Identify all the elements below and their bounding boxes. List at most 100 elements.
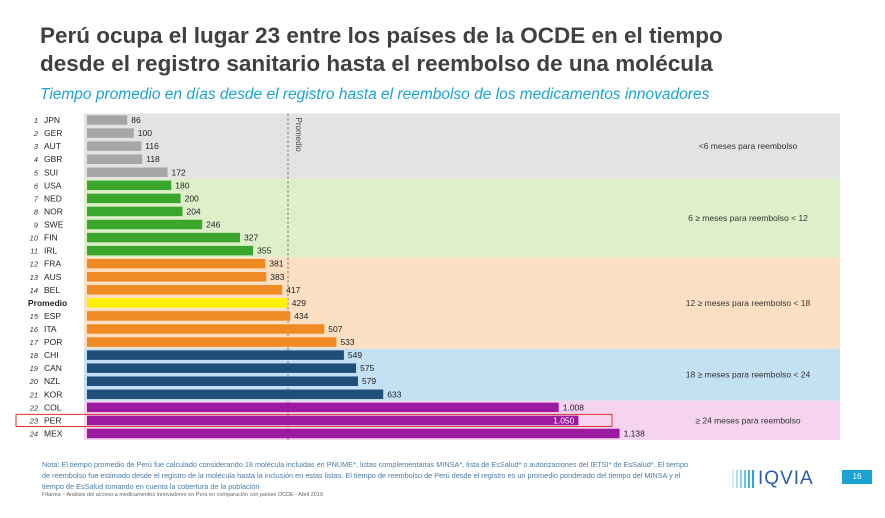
bar	[87, 389, 384, 400]
bar	[87, 324, 325, 334]
value-label: 417	[286, 285, 300, 295]
bar	[87, 206, 183, 217]
footnote: Nota: El tiempo promedio de Perú fue cal…	[42, 460, 689, 491]
value-label: 633	[387, 389, 401, 399]
rank-label: 11	[30, 247, 38, 256]
value-label: 1.050	[553, 415, 575, 425]
value-label: 434	[294, 311, 308, 321]
chart-subtitle: Tiempo promedio en días desde el registr…	[40, 86, 710, 103]
rank-label: 5	[34, 168, 39, 177]
bar	[87, 167, 168, 178]
rank-label: 10	[30, 234, 39, 243]
category-label: CHI	[44, 350, 59, 360]
value-label: 381	[269, 259, 283, 269]
rank-label: 4	[34, 155, 38, 164]
category-label: FIN	[44, 233, 58, 243]
value-label: 100	[138, 128, 152, 138]
value-label: 1.138	[624, 428, 646, 438]
rank-label: 21	[29, 390, 38, 399]
rank-label: 13	[30, 273, 39, 282]
category-label: GER	[44, 128, 62, 138]
bar	[87, 141, 142, 151]
value-label: 549	[348, 350, 362, 360]
value-label: 86	[131, 115, 141, 125]
category-label: ESP	[44, 311, 61, 321]
rank-label: 3	[34, 142, 39, 151]
rank-label: 9	[34, 221, 39, 230]
group-band	[84, 113, 840, 179]
category-label: GBR	[44, 154, 62, 164]
category-label: KOR	[44, 389, 62, 399]
logo-mark-icon	[728, 470, 754, 488]
category-label: Promedio	[28, 298, 67, 308]
rank-label: 2	[33, 129, 39, 138]
rank-label: 12	[30, 260, 39, 269]
bar	[87, 115, 128, 125]
value-label: 200	[185, 193, 199, 203]
rank-label: 24	[29, 429, 38, 438]
value-label: 533	[340, 337, 354, 347]
group-label: 18 ≥ meses para reembolso < 24	[686, 370, 811, 380]
value-label: 204	[186, 206, 200, 216]
bar	[87, 128, 134, 138]
rank-label: 6	[34, 181, 39, 190]
value-label: 172	[171, 167, 185, 177]
bar	[87, 415, 579, 426]
category-label: NZL	[44, 376, 60, 386]
bar	[87, 350, 344, 360]
group-label: ≥ 24 meses para reembolso	[695, 415, 801, 425]
value-label: 579	[362, 376, 376, 386]
bar	[87, 402, 559, 413]
rank-label: 22	[29, 403, 39, 412]
category-label: BEL	[44, 285, 60, 295]
category-label: MEX	[44, 428, 63, 438]
bar	[87, 285, 283, 295]
title-line-2: desde el registro sanitario hasta el ree…	[40, 51, 713, 76]
group-label: 12 ≥ meses para reembolso < 18	[686, 298, 811, 308]
group-label: 6 ≥ meses para reembolso < 12	[688, 213, 808, 223]
category-label: POR	[44, 337, 62, 347]
category-label: FRA	[44, 259, 61, 269]
category-label: ITA	[44, 324, 57, 334]
bar	[87, 376, 358, 386]
value-label: 575	[360, 363, 374, 373]
category-label: SWE	[44, 220, 64, 230]
logo-text: IQVIA	[758, 468, 814, 489]
rank-label: 1	[34, 116, 38, 125]
category-label: JPN	[44, 115, 60, 125]
category-label: AUS	[44, 272, 62, 282]
rank-label: 23	[29, 416, 39, 425]
source-text: Fifarma – Análisis del acceso a medicame…	[42, 492, 323, 498]
group-label: <6 meses para reembolso	[699, 141, 798, 151]
category-label: NOR	[44, 206, 63, 216]
iqvia-logo: IQVIA	[728, 466, 814, 492]
value-label: 355	[257, 246, 271, 256]
category-label: SUI	[44, 167, 58, 177]
bar	[87, 219, 203, 230]
slide-title: Perú ocupa el lugar 23 entre los países …	[40, 22, 860, 78]
category-label: USA	[44, 180, 62, 190]
category-label: AUT	[44, 141, 61, 151]
bar	[87, 154, 143, 164]
category-label: COL	[44, 402, 62, 412]
title-line-1: Perú ocupa el lugar 23 entre los países …	[40, 23, 723, 48]
value-label: 507	[328, 324, 342, 334]
value-label: 180	[175, 180, 189, 190]
value-label: 1.008	[563, 402, 585, 412]
bar	[87, 180, 172, 191]
rank-label: 16	[30, 325, 39, 334]
rank-label: 14	[30, 286, 38, 295]
bar	[87, 245, 254, 256]
rank-label: 18	[30, 351, 39, 360]
rank-label: 17	[30, 338, 39, 347]
category-label: PER	[44, 415, 61, 425]
rank-label: 8	[34, 207, 39, 216]
page-number: 16	[842, 470, 872, 484]
highlight-box	[15, 413, 613, 427]
bar	[87, 193, 181, 204]
bar	[87, 272, 267, 282]
category-label: NED	[44, 193, 62, 203]
bar	[87, 298, 288, 308]
value-label: 429	[292, 298, 306, 308]
